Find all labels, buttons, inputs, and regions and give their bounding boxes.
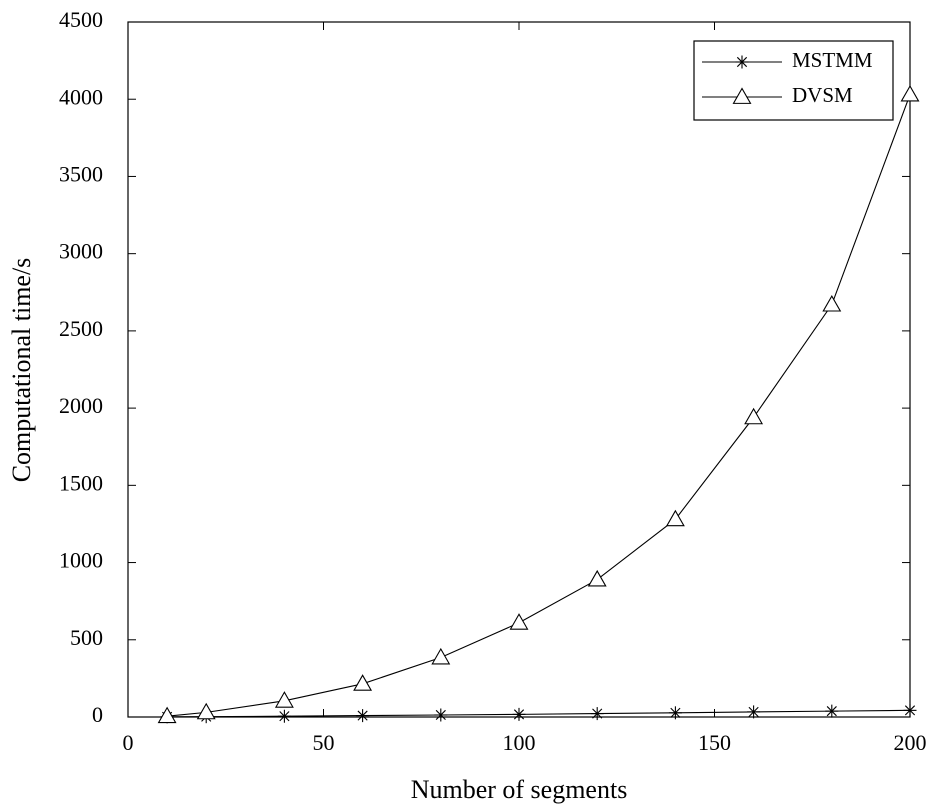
y-tick-label: 2000 — [59, 393, 103, 418]
data-point-dvsm — [822, 295, 842, 312]
legend-marker-dvsm — [732, 87, 752, 104]
data-point-dvsm — [900, 84, 920, 102]
legend-label-dvsm: DVSM — [792, 83, 853, 107]
data-point-dvsm — [665, 509, 685, 527]
series-lines — [167, 94, 911, 718]
x-axis-ticks: 0 50 100 150 200 — [123, 22, 927, 755]
y-tick-label: 3500 — [59, 161, 103, 186]
data-point-dvsm — [196, 702, 216, 720]
data-point-dvsm — [509, 613, 529, 630]
data-point-mstmm — [590, 707, 604, 721]
series-line-dvsm — [167, 94, 911, 717]
y-tick-label: 4500 — [59, 7, 103, 32]
y-axis-ticks: 0 500 1000 1500 2000 2500 3000 3500 4000 4500 — [59, 7, 910, 727]
data-point-dvsm — [744, 407, 764, 425]
data-point-mstmm — [277, 709, 291, 723]
data-point-mstmm — [903, 703, 917, 717]
x-tick-label: 100 — [503, 730, 536, 755]
y-tick-label: 3000 — [59, 239, 103, 264]
data-point-dvsm — [353, 674, 373, 691]
data-point-mstmm — [356, 709, 370, 723]
legend-symbol-dvsm — [732, 87, 752, 104]
data-point-mstmm — [512, 707, 526, 721]
y-tick-label: 1500 — [59, 470, 103, 495]
legend-marker-mstmm — [735, 55, 749, 69]
data-point-dvsm — [431, 647, 451, 665]
y-axis-title: Computational time/s — [7, 258, 36, 483]
x-tick-label: 0 — [123, 730, 134, 755]
plot-frame — [127, 21, 911, 718]
data-point-dvsm — [274, 691, 294, 708]
legend-label-mstmm: MSTMM — [792, 48, 873, 72]
legend: MSTMM DVSM — [693, 40, 894, 121]
x-axis-title: Number of segments — [411, 775, 628, 804]
data-point-dvsm — [587, 569, 607, 587]
legend-box — [693, 40, 894, 121]
data-point-mstmm — [668, 706, 682, 720]
x-tick-label: 150 — [698, 730, 731, 755]
series-markers — [157, 84, 920, 724]
y-tick-label: 500 — [70, 625, 103, 650]
y-tick-label: 2500 — [59, 316, 103, 341]
data-point-mstmm — [747, 705, 761, 719]
y-tick-label: 0 — [92, 702, 103, 727]
x-tick-label: 50 — [313, 730, 335, 755]
y-tick-label: 4000 — [59, 84, 103, 109]
data-point-mstmm — [434, 708, 448, 722]
legend-symbol-mstmm — [735, 55, 749, 69]
x-tick-label: 200 — [894, 730, 927, 755]
y-tick-label: 1000 — [59, 548, 103, 573]
data-point-dvsm — [157, 706, 177, 724]
data-point-mstmm — [825, 704, 839, 718]
